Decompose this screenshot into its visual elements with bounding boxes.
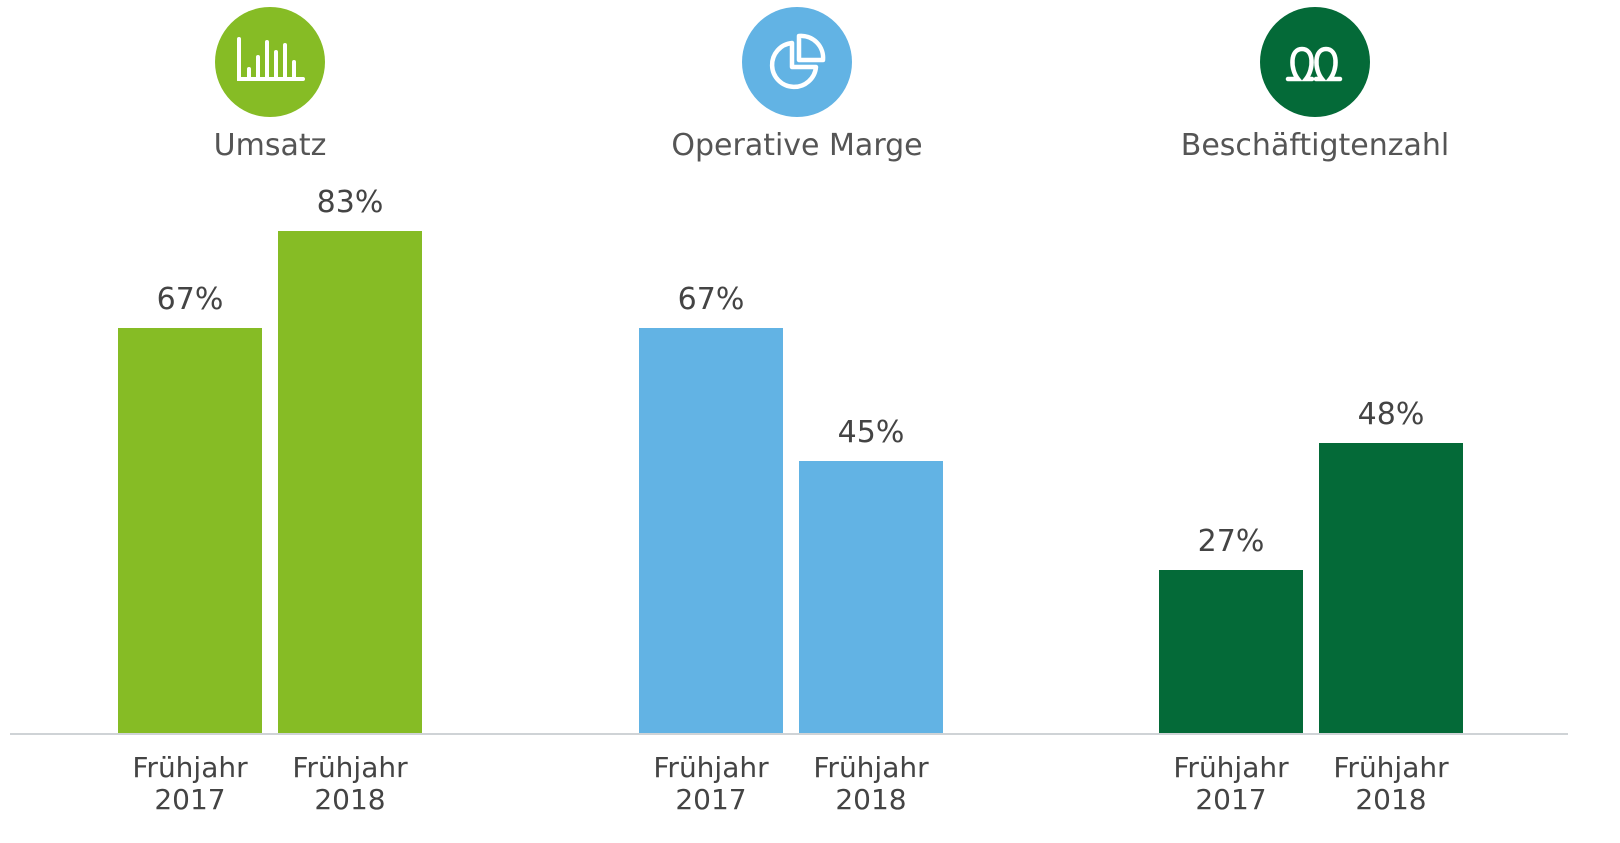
bar xyxy=(118,327,262,733)
x-tick-label: Frühjahr 2017 xyxy=(653,751,769,816)
value-label: 67% xyxy=(677,281,745,317)
icon-pie xyxy=(742,7,852,117)
bar xyxy=(799,460,943,733)
value-label: 67% xyxy=(156,281,224,317)
bar xyxy=(278,231,422,733)
x-tick-label: Frühjahr 2017 xyxy=(132,751,248,816)
icon-chart xyxy=(215,7,325,117)
baseline xyxy=(10,733,1568,735)
x-tick-label: Frühjahr 2018 xyxy=(813,751,929,816)
icon-people xyxy=(1260,7,1370,117)
value-label: 27% xyxy=(1197,523,1265,559)
bar xyxy=(1319,442,1463,733)
bar xyxy=(639,327,783,733)
value-label: 48% xyxy=(1357,396,1425,432)
value-label: 45% xyxy=(837,414,905,450)
value-label: 83% xyxy=(316,185,384,221)
x-tick-label: Frühjahr 2018 xyxy=(292,751,408,816)
panel-title: Beschäftigtenzahl xyxy=(1180,128,1450,163)
panel-title: Umsatz xyxy=(213,128,327,163)
bar xyxy=(1159,569,1303,733)
x-tick-label: Frühjahr 2017 xyxy=(1173,751,1289,816)
x-tick-label: Frühjahr 2018 xyxy=(1333,751,1449,816)
panel-title: Operative Marge xyxy=(671,128,923,163)
